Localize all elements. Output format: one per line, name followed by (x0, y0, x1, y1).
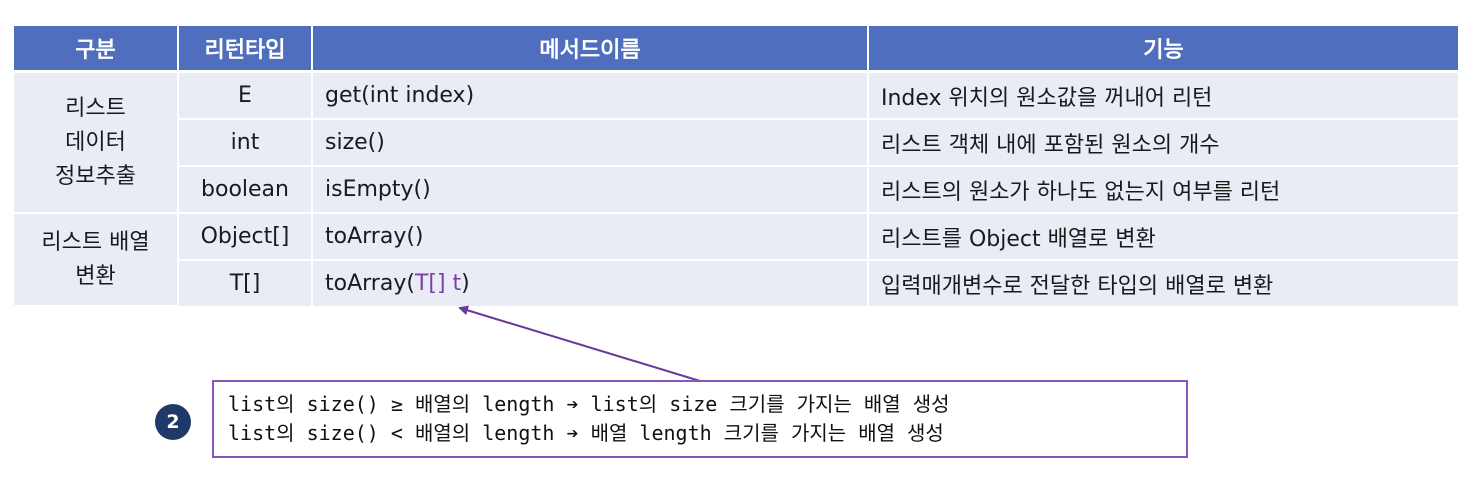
description-cell: 리스트의 원소가 하나도 없는지 여부를 리턴 (868, 166, 1458, 214)
note-line: list의 size() ≥ 배열의 length ➔ list의 size 크… (228, 392, 950, 416)
return-type-cell: T[] (178, 260, 313, 306)
table-row: T[] toArray(T[] t) 입력매개변수로 전달한 타입의 배열로 변… (14, 260, 1458, 306)
table-row: boolean isEmpty() 리스트의 원소가 하나도 없는지 여부를 리… (14, 166, 1458, 214)
table-row: 리스트 데이터 정보추출 E get(int index) Index 위치의 … (14, 71, 1458, 214)
header-return-type: 리턴타입 (178, 26, 313, 73)
method-name-cell: isEmpty() (312, 166, 869, 214)
return-type-cell: Object[] (178, 213, 313, 261)
description-cell: 리스트 객체 내에 포함된 원소의 개수 (868, 119, 1458, 167)
return-type-cell: int (178, 119, 313, 167)
group-label: 리스트 데이터 정보추출 (14, 71, 179, 214)
header-method-name: 메서드이름 (312, 26, 869, 73)
method-name-cell: size() (312, 119, 869, 167)
method-name-cell: toArray(T[] t) (312, 260, 869, 306)
method-name-cell: toArray() (312, 213, 869, 261)
header-category: 구분 (14, 26, 179, 73)
table-row: 리스트 배열 변환 Object[] toArray() 리스트를 Object… (14, 213, 1458, 307)
step-number-badge: 2 (155, 404, 191, 440)
header-function: 기능 (868, 26, 1458, 73)
method-name-cell: get(int index) (312, 71, 869, 120)
table-row: int size() 리스트 객체 내에 포함된 원소의 개수 (14, 119, 1458, 167)
header-row: 구분 리턴타입 메서드이름 기능 (14, 26, 1458, 73)
description-cell: 입력매개변수로 전달한 타입의 배열로 변환 (868, 260, 1458, 306)
description-cell: 리스트를 Object 배열로 변환 (868, 213, 1458, 261)
note-line: list의 size() < 배열의 length ➔ 배열 length 크기… (228, 421, 944, 445)
return-type-cell: boolean (178, 166, 313, 214)
group-label: 리스트 배열 변환 (14, 213, 179, 307)
method-prefix: toArray( (325, 271, 415, 296)
method-suffix: ) (461, 271, 470, 296)
method-table: 구분 리턴타입 메서드이름 기능 리스트 데이터 정보추출 E get(int … (14, 26, 1458, 307)
return-type-cell: E (178, 71, 313, 120)
method-param-highlight: T[] t (414, 271, 462, 296)
note-box: list의 size() ≥ 배열의 length ➔ list의 size 크… (212, 380, 1188, 458)
description-cell: Index 위치의 원소값을 꺼내어 리턴 (868, 71, 1458, 120)
